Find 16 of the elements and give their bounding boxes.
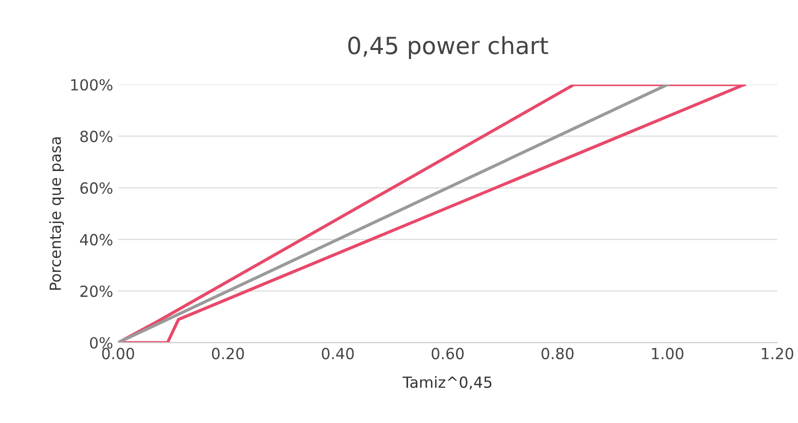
y-tick-label: 0% bbox=[90, 337, 112, 349]
x-tick-label: 0.20 bbox=[212, 348, 244, 360]
y-tick-label: 60% bbox=[80, 182, 112, 194]
y-axis-title: Porcentaje que pasa bbox=[49, 137, 64, 290]
x-tick-label: 0.40 bbox=[322, 348, 354, 360]
x-tick-label: 1.00 bbox=[652, 348, 684, 360]
x-tick-label: 0.00 bbox=[102, 348, 134, 360]
x-axis-title: Tamiz^0,45 bbox=[402, 376, 492, 390]
chart-title: 0,45 power chart bbox=[348, 36, 548, 59]
y-tick-label: 20% bbox=[80, 285, 112, 298]
y-tick-label: 100% bbox=[71, 79, 112, 91]
x-tick-label: 0.60 bbox=[432, 348, 464, 360]
x-tick-label: 0.80 bbox=[542, 348, 574, 360]
y-tick-label: 80% bbox=[80, 130, 112, 142]
x-tick-label: 1.20 bbox=[762, 348, 794, 360]
y-tick-label: 40% bbox=[80, 234, 112, 246]
